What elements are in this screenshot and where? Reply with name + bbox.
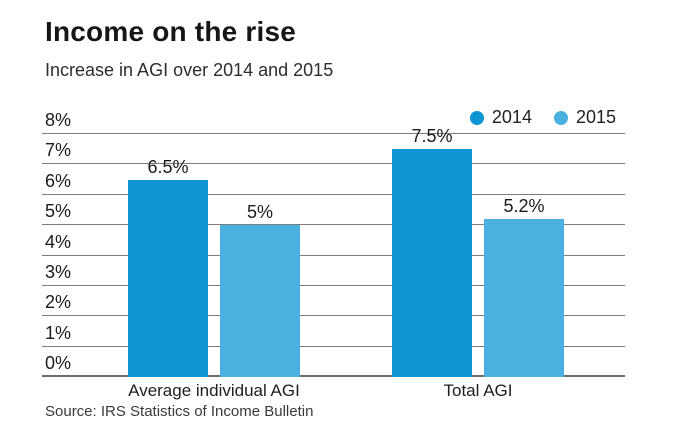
bar-2015-avg-individual-agi xyxy=(220,225,300,377)
legend-label-2015: 2015 xyxy=(575,107,616,127)
y-tick-label: 4% xyxy=(45,231,72,252)
bar-2015-total-agi xyxy=(484,219,564,377)
y-tick-label: 7% xyxy=(45,140,72,161)
gridline xyxy=(42,224,625,226)
gridline xyxy=(42,254,625,256)
page-title: Income on the rise xyxy=(45,16,296,47)
chart-legend: 2014 2015 xyxy=(469,107,616,128)
source-note: Source: IRS Statistics of Income Bulleti… xyxy=(45,403,314,420)
legend-item-2015: 2015 xyxy=(553,107,616,128)
bar-value-label: 5.2% xyxy=(503,196,545,217)
bar-2014-total-agi xyxy=(392,149,472,377)
bar-2014-avg-individual-agi xyxy=(128,179,208,377)
gridline xyxy=(42,345,625,347)
y-tick-label: 8% xyxy=(45,110,72,130)
gridline xyxy=(42,315,625,317)
chart-subtitle: Increase in AGI over 2014 and 2015 xyxy=(45,60,334,80)
bar-value-label: 6.5% xyxy=(147,156,189,177)
legend-dot-2014-icon xyxy=(469,110,484,125)
y-tick-label: 5% xyxy=(45,201,72,222)
x-label-total-agi: Total AGI xyxy=(443,381,513,400)
x-label-average-individual-agi: Average individual AGI xyxy=(128,381,300,400)
x-axis-baseline xyxy=(42,375,625,377)
legend-item-2014: 2014 xyxy=(469,107,532,128)
x-axis-labels: Average individual AGI Total AGI xyxy=(0,381,680,401)
gridline xyxy=(42,133,625,134)
y-tick-label: 1% xyxy=(45,322,72,343)
y-tick-label: 3% xyxy=(45,261,72,282)
gridline xyxy=(42,284,625,286)
y-tick-label: 0% xyxy=(45,353,72,373)
legend-label-2014: 2014 xyxy=(491,107,532,127)
gridline xyxy=(42,193,625,195)
bar-value-label: 7.5% xyxy=(411,126,453,147)
y-tick-label: 2% xyxy=(45,292,72,313)
gridline xyxy=(42,163,625,165)
plot-area: 0% 1% 2% 3% 4% 5% 6% 7% 8% 6.5% 5% 7.5% 5.2% xyxy=(42,111,625,377)
y-tick-label: 6% xyxy=(45,170,72,191)
legend-dot-2015-icon xyxy=(553,110,568,125)
bar-value-label: 5% xyxy=(246,202,274,223)
